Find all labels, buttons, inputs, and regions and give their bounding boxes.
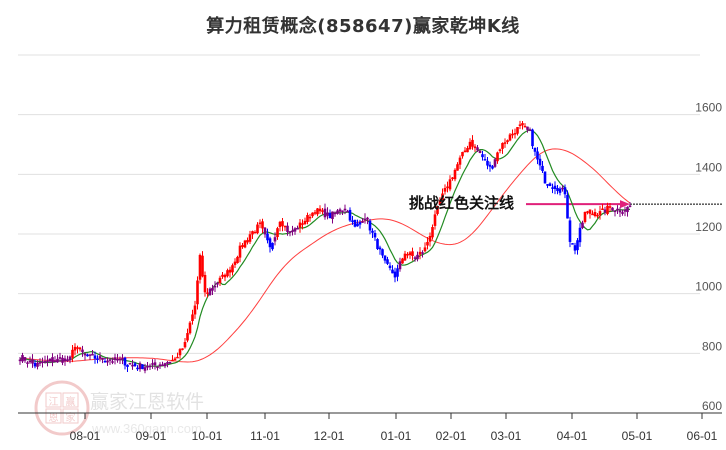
- x-tick-label: 09-01: [136, 429, 167, 443]
- x-tick-label: 08-01: [70, 429, 101, 443]
- x-tick-label: 11-01: [250, 429, 280, 443]
- x-tick-label: 12-01: [314, 429, 345, 443]
- svg-text:江: 江: [49, 396, 59, 408]
- x-tick-label: 05-01: [622, 429, 653, 443]
- reference-line: [526, 200, 722, 209]
- y-tick-label: 800: [702, 339, 722, 353]
- y-tick-label: 600: [702, 399, 722, 413]
- x-tick-label: 02-01: [436, 429, 467, 443]
- x-tick-label: 06-01: [687, 429, 718, 443]
- ma-short-line: [19, 128, 631, 367]
- watermark-url: www.360gann.com: [91, 421, 202, 436]
- y-axis-labels: 600 800 1000 1200 1400 1600: [695, 101, 722, 413]
- y-tick-label: 1200: [695, 220, 722, 234]
- x-tick-label: 04-01: [557, 429, 588, 443]
- arrow-head-icon: [620, 200, 630, 209]
- y-tick-label: 1000: [695, 280, 722, 294]
- svg-text:恩: 恩: [49, 412, 59, 424]
- y-tick-label: 1600: [695, 101, 722, 115]
- candlesticks: [18, 120, 632, 374]
- watermark: 江 赢 恩 家 赢家江恩软件 www.360gann.com: [34, 380, 204, 436]
- x-axis: 08-01 09-01 10-01 11-01 12-01 01-01 02-01 03-01…: [18, 412, 722, 443]
- x-tick-label: 03-01: [491, 429, 522, 443]
- annotation-label: 挑战红色关注线: [409, 194, 514, 212]
- x-tick-label: 01-01: [381, 429, 412, 443]
- svg-text:家: 家: [66, 411, 76, 424]
- watermark-logo-icon: [34, 380, 90, 436]
- watermark-text: 赢家江恩软件: [90, 391, 204, 413]
- chart-title: 算力租赁概念(858647)赢家乾坤K线: [206, 16, 520, 37]
- y-tick-label: 1400: [695, 160, 722, 174]
- annotation: 挑战红色关注线: [409, 194, 514, 212]
- grid-lines: [18, 54, 700, 354]
- svg-text:赢: 赢: [66, 395, 76, 408]
- ma-long-line: [19, 148, 631, 363]
- x-tick-label: 10-01: [192, 429, 223, 443]
